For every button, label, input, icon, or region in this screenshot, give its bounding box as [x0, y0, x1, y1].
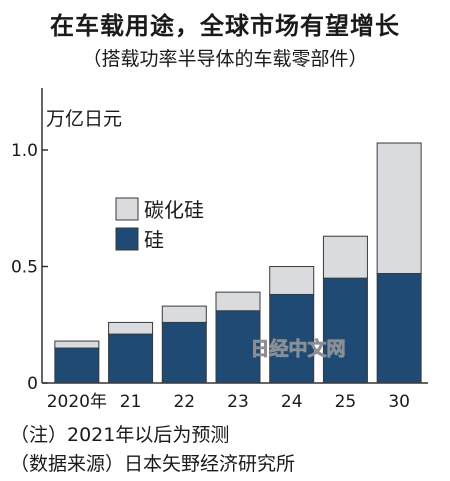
y-tick-label: 1.0: [11, 141, 38, 161]
x-tick-label: 2020年: [47, 392, 107, 412]
bar-segment-sic: [215, 291, 261, 312]
y-tick-label: 0.5: [11, 258, 38, 278]
bar-segment-silicon: [376, 272, 422, 384]
bar-segment-sic: [322, 235, 368, 279]
bar-segment-sic: [269, 266, 315, 295]
chart-title: 在车载用途，全球市场有望增长: [50, 12, 400, 40]
bar-segment-silicon: [54, 347, 100, 384]
watermark-text: 日经中文网: [250, 337, 345, 360]
y-tick-label: 0: [27, 374, 38, 394]
y-axis-label: 万亿日元: [46, 108, 122, 130]
x-tick-label: 23: [227, 392, 249, 412]
bar-segment-silicon: [269, 293, 315, 384]
legend-label: 碳化硅: [144, 198, 204, 222]
bar-segment-silicon: [322, 277, 368, 384]
bar-segment-sic: [161, 305, 207, 323]
bar-segment-sic: [376, 142, 422, 274]
forecast-note: （注）2021年以后为预测: [10, 424, 230, 446]
legend-label: 硅: [144, 228, 164, 252]
bar-segment-sic: [54, 340, 100, 349]
x-tick-label: 25: [335, 392, 357, 412]
bar-segment-sic: [108, 321, 154, 335]
x-tick-label: 24: [281, 392, 303, 412]
bar-segment-silicon: [161, 321, 207, 384]
chart-subtitle: （搭载功率半导体的车载零部件）: [82, 48, 368, 70]
legend-swatch: [115, 197, 139, 221]
x-tick-label: 22: [173, 392, 195, 412]
source-note: （数据来源）日本矢野经济研究所: [10, 453, 296, 475]
bar-segment-silicon: [108, 333, 154, 384]
legend-swatch: [115, 227, 139, 251]
x-tick-label: 21: [120, 392, 142, 412]
x-tick-label: 30: [388, 392, 410, 412]
